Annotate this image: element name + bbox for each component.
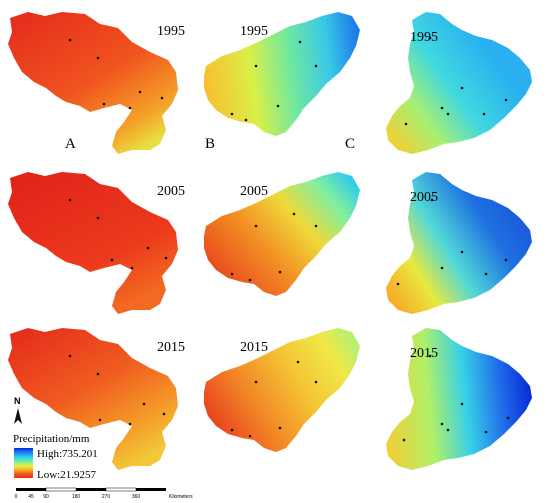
north-arrow: N: [14, 396, 22, 424]
station-points-2015: [68, 354, 510, 442]
map-row-2005: 2005 2005 2005: [8, 172, 532, 314]
year-label-a-2015: 2015: [157, 340, 185, 355]
year-label-b-2015: 2015: [240, 340, 268, 355]
year-label-c-2005: 2005: [410, 190, 438, 205]
map-panel-a-1995: [8, 12, 178, 154]
station-points-2005: [68, 198, 508, 286]
year-label-a-1995: 1995: [157, 24, 185, 39]
year-label-c-1995: 1995: [410, 30, 438, 45]
scale-bar: 0 45 90 180 270 360 Kilometers: [15, 487, 193, 500]
map-panel-b-2005: [204, 172, 360, 296]
map-panel-a-2005: [8, 172, 178, 314]
column-label-a: A: [65, 136, 76, 152]
year-label-b-2005: 2005: [240, 184, 268, 199]
map-panel-c-2005: [386, 172, 532, 314]
year-label-a-2005: 2005: [157, 184, 185, 199]
year-label-b-1995: 1995: [240, 24, 268, 39]
legend: Precipitation/mm High:735.201 Low:21.925…: [13, 433, 98, 481]
map-panel-b-1995: [204, 12, 360, 136]
legend-high-label: High:735.201: [37, 448, 98, 460]
map-panel-b-2015: [204, 328, 360, 452]
scale-tick-1: 45: [28, 494, 34, 500]
north-arrow-icon: [14, 408, 22, 424]
legend-color-ramp: [14, 448, 33, 478]
north-arrow-label: N: [14, 396, 21, 406]
legend-low-label: Low:21.9257: [37, 469, 96, 481]
scale-tick-2: 90: [43, 494, 49, 500]
map-row-2015: 2015 2015 2015: [8, 328, 532, 470]
legend-title: Precipitation/mm: [13, 433, 90, 445]
map-row-1995: 1995 1995 1995: [8, 12, 532, 154]
scale-unit: Kilometers: [169, 494, 193, 500]
year-label-c-2015: 2015: [410, 346, 438, 361]
column-label-c: C: [345, 136, 355, 152]
station-points-1995: [68, 36, 508, 126]
scale-tick-5: 360: [132, 494, 141, 500]
column-label-b: B: [205, 136, 215, 152]
scale-tick-4: 270: [102, 494, 111, 500]
scale-tick-3: 180: [72, 494, 81, 500]
map-panel-c-1995: [386, 12, 532, 154]
scale-tick-0: 0: [15, 494, 18, 500]
map-panel-c-2015: [386, 328, 532, 470]
